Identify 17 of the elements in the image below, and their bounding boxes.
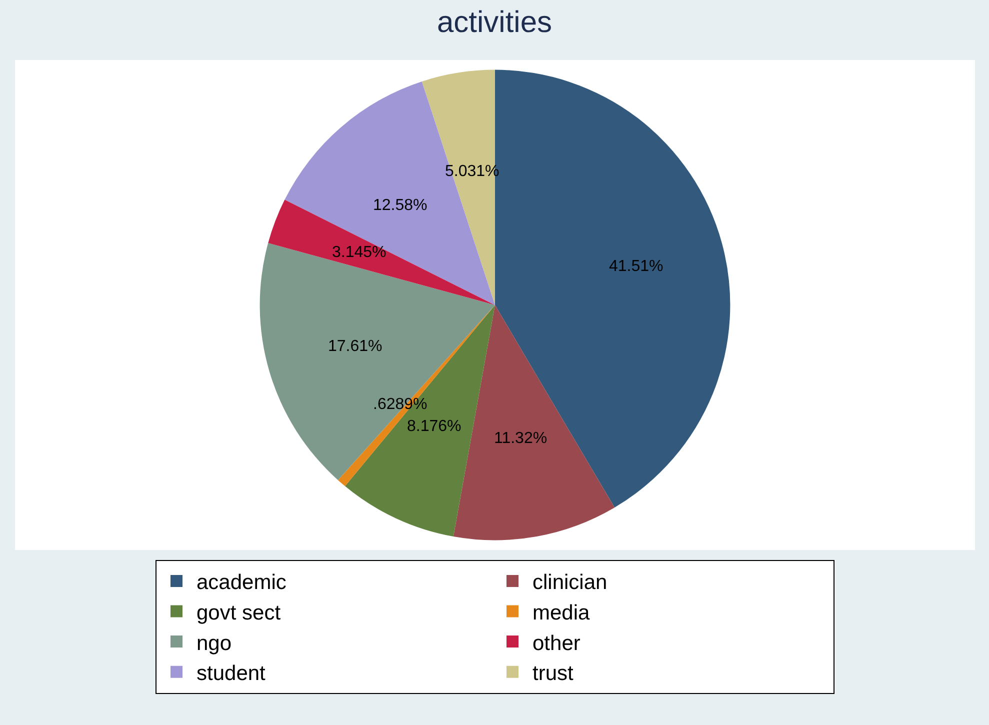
legend-label: trust — [532, 662, 574, 686]
legend-label: academic — [196, 571, 286, 594]
data-label: 41.51% — [609, 258, 664, 275]
legend-label: media — [532, 601, 590, 624]
legend-label: student — [196, 662, 266, 686]
chart-title: activities — [436, 6, 552, 39]
data-label: 11.32% — [494, 430, 548, 447]
legend-label: other — [532, 632, 580, 655]
data-label: 12.58% — [373, 197, 428, 214]
legend-label: govt sect — [196, 601, 281, 624]
legend-label: clinician — [532, 571, 608, 594]
data-label: 8.176% — [407, 418, 462, 435]
pie-slice — [260, 243, 495, 480]
data-label: 3.145% — [332, 244, 386, 261]
pie-slice — [268, 200, 495, 305]
legend-label: ngo — [196, 632, 232, 655]
data-label: 17.61% — [328, 338, 382, 355]
